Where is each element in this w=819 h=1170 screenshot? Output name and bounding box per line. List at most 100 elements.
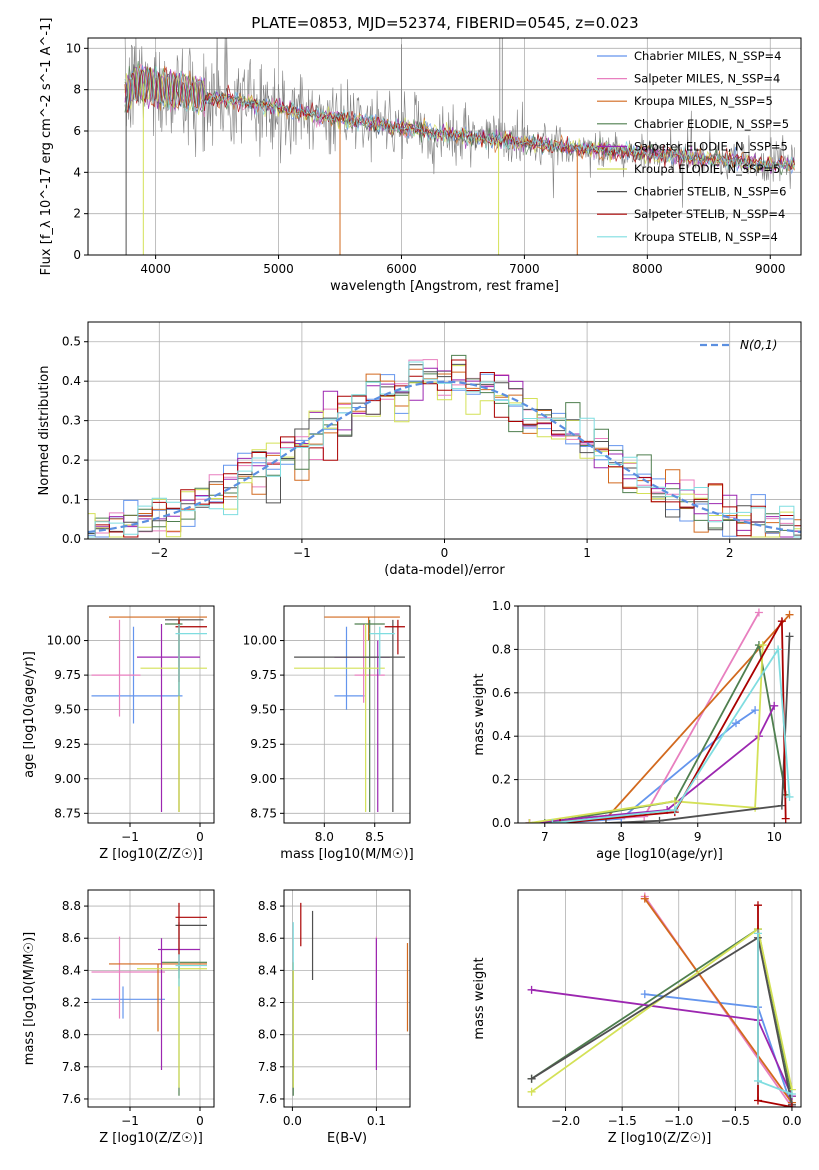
x-axis-label: wavelength [Angstrom, rest frame]: [330, 279, 559, 294]
errorbar-salpeter_miles: [91, 936, 165, 1019]
errorbar-chabrier_miles: [91, 986, 165, 1019]
x-tick-label: 9000: [755, 262, 786, 276]
x-tick-label: −1.0: [664, 1114, 693, 1128]
mass_vs_ebv-panel: 0.0 0.1 7.6 7.8 8.0 8.2 8.4 8.6 8.8 E(B-V): [258, 889, 411, 1146]
errorbar-kroupa_stelib: [175, 954, 207, 987]
y-tick-label: 8.4: [258, 963, 277, 977]
errorbar-salpeter_miles: [91, 619, 141, 717]
errorbar-salpeter_stelib: [175, 902, 207, 971]
weight-marker: [785, 792, 794, 801]
errorbar-kroupa_stelib: [369, 626, 395, 676]
x-tick-label: 0.1: [367, 1114, 386, 1128]
errorbar-kroupa_miles: [109, 616, 207, 812]
y-tick-label: 8.2: [258, 996, 277, 1010]
x-axis-label: E(B-V): [327, 1131, 367, 1146]
y-tick-label: 8.8: [258, 899, 277, 913]
y-tick-label: 8.0: [62, 1028, 81, 1042]
x-tick-label: 5000: [263, 262, 294, 276]
x-tick-label: −2.0: [551, 1114, 580, 1128]
errorbar-chabrier_elodie: [354, 619, 385, 812]
weight-marker: [770, 701, 779, 710]
y-tick-label: 9.25: [250, 737, 277, 751]
weight-marker: [787, 1089, 796, 1098]
age_vs_mass-data: [294, 616, 405, 812]
x-tick-label: −1: [121, 830, 139, 844]
axes-frame: [517, 889, 802, 1108]
weight-marker: [777, 617, 786, 626]
weight-marker: [753, 1096, 762, 1105]
y-tick-label: 9.75: [54, 668, 81, 682]
grid: [88, 890, 214, 1107]
mass_vs_ebv-data: [292, 902, 409, 1096]
errorbar-chabrier_elodie: [165, 619, 183, 812]
weight-marker: [781, 814, 790, 823]
y-tick-label: 9.75: [250, 668, 277, 682]
legend-entry: Salpeter MILES, N_SSP=4: [634, 72, 780, 86]
legend-entry: Salpeter ELODIE, N_SSP=5: [634, 139, 788, 153]
y-tick-label: 0.2: [492, 773, 511, 787]
errorbar-kroupa_elodie: [140, 623, 207, 812]
weight-line-chabrier_stelib: [531, 936, 793, 1105]
y-tick-label: 9.00: [250, 772, 277, 786]
errorbar-salpeter_elodie: [334, 640, 390, 812]
legend-entry: Chabrier MILES, N_SSP=4: [634, 49, 781, 63]
legend-entry: Kroupa STELIB, N_SSP=4: [634, 230, 778, 244]
y-tick-label: 8.8: [62, 899, 81, 913]
x-tick-label: 8.0: [315, 830, 334, 844]
axes-frame: [87, 37, 802, 256]
weight-marker: [758, 641, 767, 650]
x-tick-label: −2: [150, 546, 168, 560]
mass_vs_Z-panel: −1 0 7.6 7.8 8.0 8.2 8.4 8.6 8.8 Z [log10(Z/Z☉)] m…: [22, 889, 215, 1146]
axes-frame: [87, 321, 802, 540]
grid: [284, 890, 410, 1107]
errorbar-chabrier_stelib: [294, 619, 405, 812]
weight-marker: [655, 816, 664, 823]
x-axis-label: (data-model)/error: [384, 563, 505, 578]
x-tick-label: 0.0: [283, 1114, 302, 1128]
x-tick-label: 6000: [386, 262, 417, 276]
weight-line-chabrier_elodie: [531, 927, 793, 1097]
grid: [88, 606, 214, 823]
y-axis-label: age [log10(age/yr)]: [22, 651, 37, 778]
spectrum-data: [124, 38, 795, 255]
y-tick-label: 10.00: [243, 634, 277, 648]
weight-line-chabrier_miles: [644, 993, 793, 1107]
weight-line-chabrier_elodie: [544, 642, 787, 823]
weight-marker: [787, 1103, 796, 1107]
weight-marker: [670, 797, 679, 806]
y-tick-label: 8.0: [258, 1028, 277, 1042]
weight_vs_Z-data: [527, 892, 796, 1107]
y-tick-label: 0.3: [62, 414, 81, 428]
residuals-data: [88, 354, 801, 539]
x-tick-label: −1: [293, 546, 311, 560]
weight-marker: [753, 901, 762, 910]
x-tick-label: −0.5: [721, 1114, 750, 1128]
weight-marker: [640, 894, 649, 903]
errorbar-salpeter_stelib: [175, 619, 207, 683]
axes-frame: [283, 605, 411, 824]
weight-marker: [556, 819, 565, 823]
x-tick-label: 8: [617, 830, 625, 844]
y-tick-label: 4: [73, 165, 81, 179]
x-axis-label: Z [log10(Z/Z☉)]: [99, 1131, 203, 1146]
weight-marker: [548, 819, 557, 823]
y-tick-label: 9.00: [54, 772, 81, 786]
weight-marker: [731, 719, 740, 728]
weight-marker: [753, 1076, 762, 1085]
y-tick-label: 8.6: [258, 931, 277, 945]
weight_vs_age-data: [525, 608, 794, 823]
y-tick-label: 0: [73, 248, 81, 262]
x-tick-label: 1: [583, 546, 591, 560]
weight-line-kroupa_elodie: [531, 927, 793, 1093]
weight-marker: [527, 985, 536, 994]
x-tick-label: 9: [694, 830, 702, 844]
y-tick-label: 0.6: [492, 686, 511, 700]
weight-line-chabrier_stelib: [605, 636, 791, 823]
x-tick-label: 4000: [140, 262, 171, 276]
y-tick-label: 8.4: [62, 963, 81, 977]
x-tick-label: 7: [541, 830, 549, 844]
x-tick-label: 8000: [632, 262, 663, 276]
y-axis-label: mass weight: [472, 673, 487, 755]
x-tick-label: 8.5: [365, 830, 384, 844]
